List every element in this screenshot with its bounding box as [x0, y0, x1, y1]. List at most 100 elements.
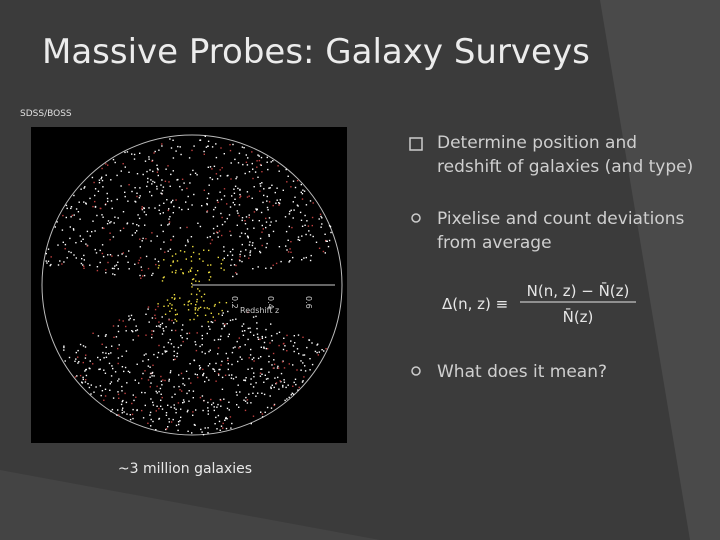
galaxy-dot: [261, 224, 263, 227]
galaxy-dot: [147, 181, 149, 183]
galaxy-dot: [252, 219, 254, 222]
galaxy-dot: [201, 431, 203, 433]
galaxy-dot: [80, 240, 82, 242]
galaxy-dot: [150, 425, 152, 427]
galaxy-dot: [263, 381, 265, 383]
galaxy-dot: [173, 355, 175, 357]
galaxy-dot: [170, 201, 173, 203]
galaxy-dot: [213, 232, 215, 235]
galaxy-dot: [147, 308, 149, 310]
galaxy-dot: [277, 376, 279, 379]
galaxy-dot: [104, 335, 107, 337]
galaxy-dot: [156, 385, 158, 388]
galaxy-dot: [161, 193, 163, 195]
galaxy-dot: [249, 241, 251, 243]
galaxy-dot: [101, 252, 104, 255]
galaxy-dot: [194, 309, 196, 311]
galaxy-dot: [121, 412, 123, 414]
galaxy-dot: [79, 218, 81, 220]
galaxy-dot: [261, 373, 263, 375]
galaxy-dot: [213, 305, 216, 307]
galaxy-dot: [204, 314, 207, 316]
galaxy-dot: [222, 422, 224, 425]
galaxy-dot: [255, 208, 257, 210]
galaxy-dot: [192, 251, 195, 254]
galaxy-dot: [105, 356, 108, 358]
galaxy-dot: [214, 319, 216, 322]
galaxy-dot: [75, 208, 78, 210]
galaxy-dot: [84, 186, 86, 188]
galaxy-dot: [251, 197, 253, 199]
galaxy-dot: [177, 402, 180, 404]
galaxy-dot: [260, 211, 263, 214]
galaxy-dot: [330, 231, 332, 234]
galaxy-dot: [77, 211, 80, 213]
galaxy-dot: [263, 347, 265, 349]
galaxy-dot: [247, 157, 249, 159]
galaxy-dot: [256, 160, 258, 162]
galaxy-dot: [228, 374, 230, 376]
galaxy-dot: [136, 195, 138, 198]
galaxy-dot: [175, 424, 178, 427]
galaxy-dot: [104, 395, 107, 397]
galaxy-dot: [112, 273, 114, 275]
galaxy-dot: [246, 399, 249, 401]
galaxy-dot: [296, 369, 298, 371]
galaxy-dot: [239, 253, 241, 256]
galaxy-dot: [213, 406, 215, 408]
galaxy-dot: [147, 379, 150, 381]
galaxy-dot: [136, 230, 138, 232]
galaxy-dot: [316, 344, 318, 346]
galaxy-dot: [246, 191, 249, 193]
galaxy-dot: [266, 348, 269, 350]
galaxy-dot: [68, 250, 70, 253]
galaxy-dot: [204, 380, 206, 383]
galaxy-dot: [140, 266, 142, 268]
galaxy-dot: [223, 250, 225, 252]
galaxy-dot: [239, 260, 241, 262]
galaxy-dot: [221, 314, 223, 316]
galaxy-dot: [208, 350, 210, 353]
galaxy-dot: [113, 267, 115, 270]
galaxy-dot: [175, 408, 177, 411]
bullet-icon: [411, 366, 421, 376]
galaxy-dot: [261, 337, 264, 339]
galaxy-dot: [192, 278, 195, 280]
galaxy-dot: [317, 343, 319, 345]
galaxy-dot: [117, 357, 120, 359]
galaxy-dot: [132, 408, 134, 411]
galaxy-dot: [201, 205, 203, 207]
galaxy-dot: [156, 392, 158, 394]
galaxy-dot: [117, 325, 119, 327]
galaxy-dot: [114, 265, 116, 267]
galaxy-dot: [235, 318, 237, 320]
galaxy-dot: [161, 143, 163, 145]
galaxy-dot: [215, 380, 217, 382]
galaxy-dot: [263, 346, 265, 348]
galaxy-dot: [216, 225, 219, 227]
galaxy-dot: [173, 322, 175, 324]
galaxy-dot: [213, 165, 216, 167]
galaxy-dot: [272, 160, 274, 162]
galaxy-dot: [181, 390, 183, 392]
galaxy-dot: [190, 382, 192, 384]
galaxy-dot: [50, 256, 52, 258]
galaxy-dot: [142, 237, 144, 240]
galaxy-dot: [235, 264, 237, 267]
galaxy-dot: [223, 188, 226, 190]
galaxy-dot: [251, 358, 253, 361]
galaxy-dot: [145, 238, 147, 240]
galaxy-dot: [210, 398, 212, 401]
galaxy-dot: [211, 178, 214, 181]
galaxy-dot: [154, 150, 156, 153]
galaxy-dot: [291, 226, 293, 229]
galaxy-dot: [298, 352, 300, 355]
galaxy-dot: [223, 246, 225, 248]
galaxy-dot: [45, 260, 47, 262]
galaxy-dot: [175, 412, 177, 414]
galaxy-dot: [144, 392, 146, 394]
galaxy-dot: [194, 307, 196, 309]
galaxy-dot: [122, 407, 124, 409]
galaxy-dot: [188, 332, 191, 334]
galaxy-dot: [110, 410, 112, 413]
